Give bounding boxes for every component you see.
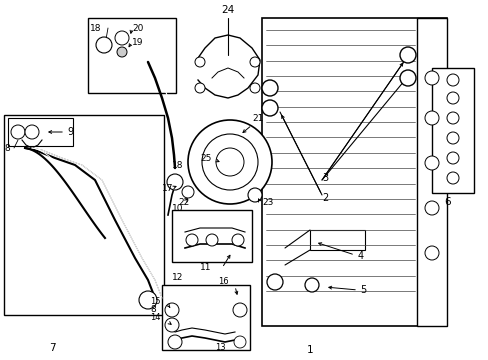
Circle shape [262, 100, 278, 116]
Circle shape [231, 234, 244, 246]
Bar [309, 230, 364, 250]
Text: 19: 19 [132, 37, 143, 46]
Circle shape [117, 47, 127, 57]
Circle shape [96, 37, 112, 53]
Text: 16: 16 [218, 278, 228, 287]
Circle shape [202, 134, 258, 190]
Text: 10: 10 [172, 203, 183, 212]
Circle shape [195, 57, 204, 67]
Circle shape [11, 125, 25, 139]
Circle shape [232, 303, 246, 317]
Bar [88, 18, 176, 93]
Circle shape [234, 336, 245, 348]
Text: 9: 9 [67, 127, 73, 137]
Text: 18: 18 [172, 161, 183, 170]
Circle shape [168, 335, 182, 349]
Text: 8: 8 [150, 306, 156, 315]
Bar [4, 115, 163, 315]
Circle shape [164, 318, 179, 332]
Circle shape [266, 274, 283, 290]
Text: 15: 15 [150, 297, 160, 306]
Circle shape [446, 132, 458, 144]
Circle shape [399, 47, 415, 63]
Text: 25: 25 [200, 153, 211, 162]
Circle shape [115, 31, 129, 45]
Text: 13: 13 [215, 343, 225, 352]
Circle shape [185, 234, 198, 246]
Circle shape [205, 234, 218, 246]
Circle shape [182, 186, 194, 198]
Circle shape [305, 278, 318, 292]
Circle shape [446, 152, 458, 164]
Text: 14: 14 [150, 314, 160, 323]
Circle shape [424, 201, 438, 215]
Text: 12: 12 [172, 274, 183, 283]
Bar [262, 18, 446, 326]
Bar [431, 68, 473, 193]
Circle shape [446, 172, 458, 184]
Circle shape [424, 156, 438, 170]
Circle shape [139, 291, 157, 309]
Circle shape [247, 188, 262, 202]
Circle shape [446, 92, 458, 104]
Text: 24: 24 [221, 5, 234, 15]
Circle shape [424, 111, 438, 125]
Text: 17: 17 [162, 184, 173, 193]
Text: 5: 5 [359, 285, 366, 295]
Circle shape [216, 148, 244, 176]
Circle shape [399, 70, 415, 86]
Circle shape [446, 112, 458, 124]
Circle shape [424, 71, 438, 85]
Circle shape [25, 125, 39, 139]
Text: 21: 21 [251, 113, 263, 122]
Bar [416, 18, 446, 326]
Text: 20: 20 [132, 23, 143, 32]
Bar [8, 118, 73, 146]
Circle shape [195, 83, 204, 93]
Text: 4: 4 [357, 251, 364, 261]
Circle shape [167, 174, 183, 190]
Text: 23: 23 [262, 198, 273, 207]
Text: 11: 11 [200, 264, 211, 273]
Circle shape [187, 120, 271, 204]
Circle shape [262, 80, 278, 96]
Circle shape [424, 246, 438, 260]
Text: 18: 18 [90, 23, 102, 32]
Circle shape [446, 74, 458, 86]
Text: 22: 22 [178, 198, 189, 207]
Text: 1: 1 [306, 345, 313, 355]
Circle shape [164, 303, 179, 317]
Text: 7: 7 [49, 343, 55, 353]
Circle shape [249, 57, 260, 67]
Text: 8: 8 [4, 144, 10, 153]
Circle shape [249, 83, 260, 93]
Text: 3: 3 [321, 173, 327, 183]
Bar [162, 285, 249, 350]
Bar [172, 210, 251, 262]
Text: 6: 6 [444, 197, 450, 207]
Text: 2: 2 [321, 193, 327, 203]
